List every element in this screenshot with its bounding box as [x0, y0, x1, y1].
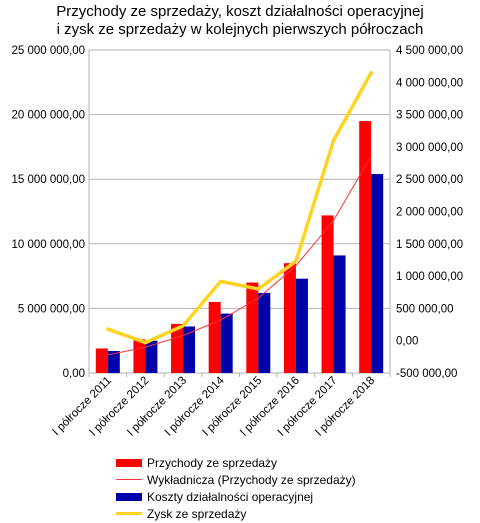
legend-label-profit: Zysk ze sprzedaży: [147, 507, 247, 521]
bar-costs: [107, 351, 120, 373]
bar-costs: [183, 326, 196, 373]
y-left-tick-label: 10 000 000,00: [11, 239, 85, 251]
legend-item-profit: Zysk ze sprzedaży: [116, 506, 356, 523]
bars: [95, 121, 384, 373]
y-axis-left: 0,00 5 000 000,00 10 000 000,00 15 000 000,…: [11, 45, 85, 380]
trendline-revenue: [107, 155, 372, 356]
bar-costs: [295, 278, 308, 373]
bar-revenue: [133, 339, 146, 373]
y-left-tick-label: 25 000 000,00: [11, 45, 85, 57]
y-right-tick-label: -500 000,00: [396, 368, 457, 380]
bar-costs: [258, 292, 271, 373]
y-right-tick-label: 4 500 000,00: [396, 45, 463, 57]
legend-swatch-profit: [116, 512, 142, 515]
y-right-tick-label: 0,00: [396, 336, 418, 348]
y-left-tick-label: 5 000 000,00: [18, 303, 85, 315]
y-left-tick-label: 20 000 000,00: [11, 110, 85, 122]
y-right-tick-label: 500 000,00: [396, 303, 454, 315]
legend: Przychody ze sprzedaży Wykładnicza (Przy…: [116, 455, 356, 523]
bar-costs: [371, 174, 384, 373]
bar-costs: [145, 340, 158, 373]
bar-costs: [333, 255, 346, 373]
chart-title-line2: i zysk ze sprzedaży w kolejnych pierwszy…: [56, 21, 424, 38]
bar-revenue: [359, 121, 372, 373]
bar-revenue: [208, 301, 221, 373]
legend-label-revenue: Przychody ze sprzedaży: [147, 456, 278, 470]
bar-costs: [220, 313, 233, 373]
y-right-tick-label: 4 000 000,00: [396, 77, 463, 89]
y-right-tick-label: 1 500 000,00: [396, 239, 463, 251]
y-right-tick-label: 3 500 000,00: [396, 110, 463, 122]
line-profit: [106, 70, 373, 345]
y-right-tick-label: 2 000 000,00: [396, 207, 463, 219]
y-right-tick-label: 1 000 000,00: [396, 271, 463, 283]
y-right-tick-label: 2 500 000,00: [396, 174, 463, 186]
legend-item-revenue: Przychody ze sprzedaży: [116, 455, 356, 472]
y-right-tick-label: 3 000 000,00: [396, 142, 463, 154]
y-axis-right: -500 000,00 0,00 500 000,00 1 000 000,00 1 5…: [396, 45, 463, 380]
legend-swatch-revenue: [116, 459, 142, 467]
y-left-tick-label: 0,00: [63, 368, 85, 380]
legend-label-trendline: Wykładnicza (Przychody ze sprzedaży): [147, 473, 356, 487]
bar-revenue: [95, 348, 108, 373]
bar-revenue: [246, 282, 259, 373]
series-lines: [106, 70, 373, 356]
y-left-tick-label: 15 000 000,00: [11, 174, 85, 186]
bar-revenue: [283, 263, 296, 373]
chart-title-line1: Przychody ze sprzedaży, koszt działalnoś…: [56, 3, 424, 20]
legend-swatch-trendline: [116, 479, 142, 480]
legend-swatch-costs: [116, 493, 142, 501]
legend-label-costs: Koszty działalności operacyjnej: [147, 490, 314, 504]
legend-item-trendline: Wykładnicza (Przychody ze sprzedaży): [116, 472, 356, 489]
bar-revenue: [321, 215, 334, 373]
legend-item-costs: Koszty działalności operacyjnej: [116, 489, 356, 506]
